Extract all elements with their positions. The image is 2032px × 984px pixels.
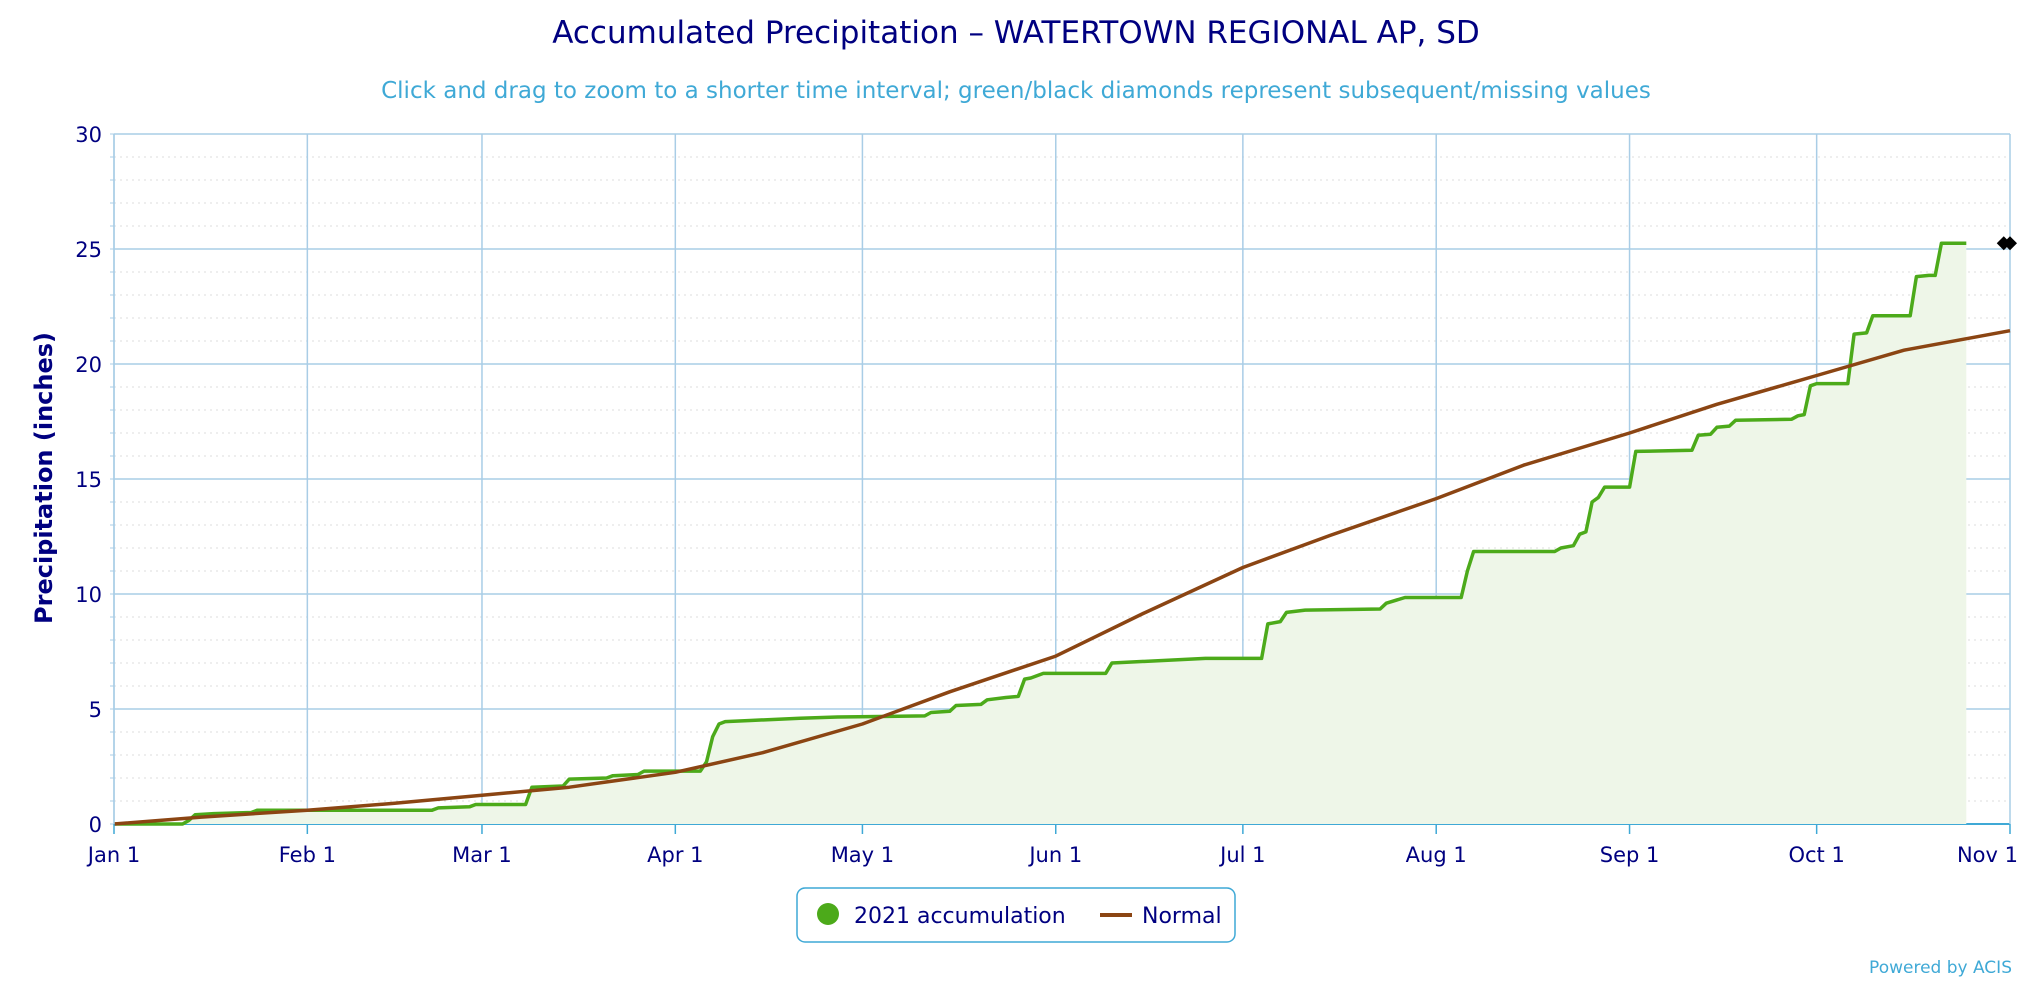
legend-box — [796, 887, 1236, 943]
x-tick-label: Feb 1 — [279, 843, 336, 867]
x-tick-label: Mar 1 — [452, 843, 512, 867]
chart-subtitle: Click and drag to zoom to a shorter time… — [381, 78, 1651, 104]
x-tick-label: Aug 1 — [1406, 843, 1467, 867]
y-tick-label: 5 — [89, 698, 102, 722]
legend[interactable]: 2021 accumulation Normal — [796, 887, 1236, 943]
x-tick-label: Jun 1 — [1027, 843, 1082, 867]
x-tick-label: Apr 1 — [647, 843, 703, 867]
missing-value-diamond-marker[interactable] — [2003, 236, 2017, 251]
credit-link[interactable]: Powered by ACIS — [1869, 958, 2012, 978]
axes: 0 5 10 15 20 25 30 Jan 1 Feb 1 Mar 1 Apr 1 May 1 Jun… — [75, 123, 2018, 867]
x-tick-label: Nov 1 — [1957, 843, 2018, 867]
y-tick-label: 25 — [75, 238, 102, 262]
x-tick-label: Jan 1 — [86, 843, 140, 867]
legend-circle-icon — [817, 903, 839, 925]
x-tick-label: May 1 — [831, 843, 894, 867]
y-axis-label: Precipitation (inches) — [30, 332, 58, 624]
x-tick-label: Jul 1 — [1218, 843, 1265, 867]
y-tick-label: 10 — [75, 583, 102, 607]
series-area-2021-accumulation — [114, 243, 1967, 825]
x-tick-label: Sep 1 — [1600, 843, 1660, 867]
y-tick-label: 15 — [75, 468, 102, 492]
legend-item-normal[interactable]: Normal — [1100, 904, 1222, 929]
series-line-normal[interactable] — [113, 328, 2011, 826]
y-tick-label: 0 — [89, 813, 102, 837]
plot-area[interactable] — [113, 236, 2017, 826]
y-tick-label: 20 — [75, 353, 102, 377]
legend-label-2021-accumulation: 2021 accumulation — [854, 904, 1066, 929]
y-tick-label: 30 — [75, 123, 102, 147]
legend-label-normal: Normal — [1142, 904, 1222, 929]
chart-title: Accumulated Precipitation – WATERTOWN RE… — [552, 15, 1480, 51]
x-tick-label: Oct 1 — [1788, 843, 1844, 867]
legend-item-2021-accumulation[interactable]: 2021 accumulation — [817, 903, 1066, 929]
series-line-2021-accumulation[interactable] — [114, 241, 1967, 826]
